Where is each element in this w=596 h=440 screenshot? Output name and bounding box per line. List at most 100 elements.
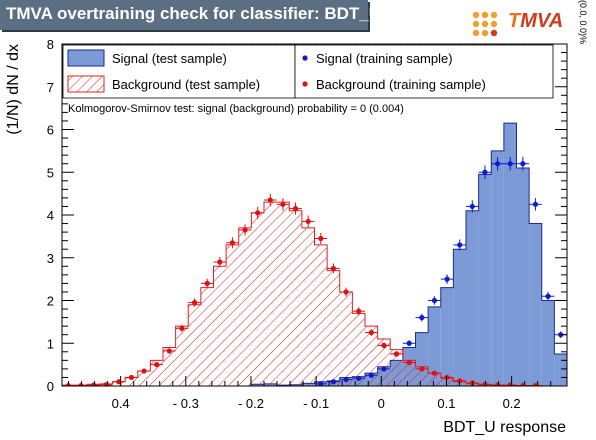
- background-training-point: [191, 300, 198, 306]
- background-training-point: [532, 382, 539, 386]
- legend-marker-background-training: [302, 81, 308, 87]
- y-tick-label: 1: [47, 336, 54, 351]
- background-test-bar: [213, 266, 227, 386]
- x-axis-title: BDT_U response: [443, 419, 566, 436]
- legend: Signal (test sample) Background (test sa…: [62, 44, 554, 99]
- background-training-point: [368, 329, 374, 336]
- y-axis-title: (1/N) dN / dx: [5, 44, 22, 135]
- background-training-point: [482, 381, 488, 386]
- y-tick-label: 6: [47, 123, 54, 138]
- background-test-bar: [200, 287, 214, 386]
- background-training-point: [318, 235, 324, 242]
- signal-test-bar: [491, 150, 504, 386]
- tmva-logo-text: TMVA: [508, 10, 563, 33]
- signal-training-point: [482, 169, 488, 175]
- background-test-bar: [238, 227, 252, 386]
- signal-training-point: [406, 340, 412, 346]
- signal-training-point: [545, 293, 551, 299]
- signal-test-bar: [516, 167, 530, 386]
- background-test-bar: [150, 360, 163, 386]
- y-tick-label: 0: [47, 379, 54, 394]
- overflow-text: U/O-flow (S,B): (0.0, 0.0)% / (0.0, 0.0)…: [578, 0, 588, 44]
- legend-swatch-signal-test: [67, 49, 105, 67]
- signal-test-bar: [440, 287, 454, 386]
- tmva-logo-icon: [472, 11, 498, 37]
- background-training-point: [305, 218, 311, 225]
- signal-training-point: [532, 201, 539, 207]
- signal-training-point: [330, 379, 337, 385]
- background-training-point: [381, 342, 387, 348]
- points-layer: [62, 156, 576, 386]
- background-test-bar: [301, 227, 315, 386]
- background-training-point: [78, 382, 84, 386]
- background-test-bar: [137, 371, 151, 386]
- signal-training-point: [507, 161, 513, 167]
- legend-label-background-test: Background (test sample): [112, 77, 260, 92]
- background-test-bar: [125, 377, 138, 386]
- background-test-bar: [377, 338, 391, 386]
- legend-label-signal-test: Signal (test sample): [112, 51, 227, 66]
- background-test-bar: [440, 378, 454, 386]
- background-test-bar: [276, 202, 290, 386]
- signal-training-point: [520, 161, 526, 167]
- background-training-point: [179, 325, 185, 331]
- signal-training-point: [494, 161, 501, 167]
- x-tick-label: 0: [378, 396, 385, 411]
- background-test-bar: [226, 244, 239, 386]
- signal-training-point: [419, 315, 425, 321]
- histogram-layer: [62, 122, 567, 386]
- background-training-point: [280, 201, 286, 207]
- background-training-point: [343, 289, 349, 295]
- logo-letters-mva: MVA: [520, 10, 564, 32]
- y-tick-label: 7: [47, 80, 54, 95]
- plot-title: TMVA overtraining check for classifier: …: [6, 4, 382, 23]
- y-tick-label: 4: [47, 208, 54, 223]
- signal-training-point: [558, 332, 564, 338]
- background-training-point: [128, 374, 135, 381]
- background-training-point: [255, 210, 261, 216]
- legend-marker-signal-training: [302, 55, 308, 61]
- signal-training-point: [381, 366, 387, 372]
- x-tick-label: - 0.3: [173, 396, 199, 411]
- signal-test-bar: [541, 300, 555, 386]
- title-bar: TMVA overtraining check for classifier: …: [0, 0, 381, 30]
- signal-training-point: [469, 203, 475, 210]
- y-tick-label: 5: [47, 165, 54, 180]
- signal-training-point: [318, 381, 324, 386]
- signal-test-bar: [503, 123, 517, 386]
- legend-box-right: [294, 44, 554, 99]
- background-test-bar: [188, 304, 201, 386]
- signal-training-point: [356, 375, 362, 381]
- signal-training-point: [444, 276, 450, 282]
- signal-training-point: [431, 297, 438, 304]
- x-tick-label: 0.1: [437, 396, 455, 411]
- signal-training-point: [571, 364, 576, 369]
- background-test-bar: [352, 313, 365, 386]
- background-training-point: [154, 362, 160, 368]
- signal-test-bar: [554, 353, 567, 386]
- background-test-bar: [339, 291, 353, 386]
- signal-test-bar: [529, 223, 542, 386]
- background-training-point: [90, 382, 97, 386]
- background-test-bar: [289, 210, 302, 386]
- background-training-point: [419, 366, 425, 372]
- signal-test-bar: [478, 174, 492, 386]
- background-training-point: [444, 374, 450, 381]
- background-test-bar: [251, 212, 264, 386]
- signal-test-bar: [453, 249, 466, 386]
- logo-letter-t: T: [508, 10, 521, 32]
- background-training-point: [204, 280, 210, 286]
- x-tick-label: - 0.1: [303, 396, 329, 411]
- background-test-bar: [415, 366, 429, 386]
- background-training-point: [393, 351, 400, 357]
- background-training-point: [217, 259, 223, 265]
- legend-label-background-training: Background (training sample): [316, 77, 486, 92]
- background-test-bar: [175, 326, 189, 386]
- ks-test-text: Kolmogorov-Smirnov test: signal (backgro…: [68, 103, 404, 115]
- background-training-point: [141, 368, 147, 374]
- background-training-point: [406, 359, 412, 366]
- x-tick-label: 0.4: [112, 396, 130, 411]
- y-tick-label: 8: [47, 37, 54, 52]
- signal-training-point: [457, 242, 463, 248]
